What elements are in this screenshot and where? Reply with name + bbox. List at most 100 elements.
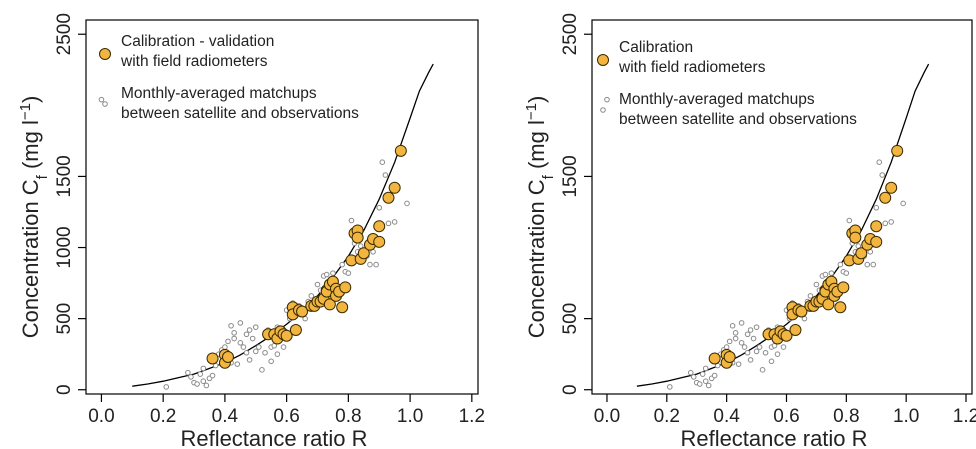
matchup-point [200, 365, 207, 372]
matchup-point [747, 357, 754, 363]
chart-panel-right: 0.0 0.2 0.4 0.6 0.8 1.0 1.2 0 500 1500 2500 Reflect… [523, 13, 976, 449]
matchup-point [882, 220, 889, 227]
matchup-point [879, 172, 886, 178]
y-tick-label: 2500 [54, 13, 75, 55]
matchup-point [807, 293, 814, 299]
matchup-point [705, 382, 712, 389]
plot-frame [85, 19, 479, 395]
x-tick-label: 1.0 [397, 406, 423, 427]
matchup-point [308, 293, 315, 299]
matchup-point [330, 270, 336, 276]
legend-matchup-line1: Monthly-averaged matchups [619, 91, 815, 108]
matchup-point [404, 200, 410, 207]
matchup-point [323, 271, 330, 278]
matchup-point [225, 338, 231, 345]
matchup-point [690, 374, 697, 380]
legend: Calibration - validation with field radio… [99, 33, 359, 122]
calibration-point [855, 247, 868, 260]
matchup-point [228, 322, 234, 329]
matchup-point [813, 281, 820, 288]
x-tick-label: 0.0 [88, 406, 114, 427]
legend-calibration-line2: with field radiometers [618, 59, 766, 76]
x-tick-label: 0.8 [833, 406, 859, 427]
matchup-point [756, 344, 763, 350]
matchup-point [194, 381, 200, 387]
matchup-point [243, 331, 250, 338]
matchup-point [243, 349, 250, 356]
y-tick-label: 500 [560, 303, 581, 335]
matchup-point [373, 261, 379, 268]
matchup-point [231, 330, 237, 336]
calibration-point [708, 352, 721, 365]
matchup-point [753, 348, 760, 355]
plot-frame [591, 19, 973, 395]
y-axis-title: Concentration Cf (mg l−1) [523, 96, 557, 339]
x-tick-label: 0.6 [273, 406, 299, 427]
matchup-point [726, 338, 733, 345]
legend-matchup-marker [600, 107, 606, 113]
matchup-point [780, 344, 787, 350]
matchup-point [385, 220, 392, 227]
legend-matchup-line2: between satellite and observations [619, 111, 857, 128]
matchup-point [222, 344, 228, 350]
matchup-point [666, 384, 673, 390]
matchup-point [759, 367, 766, 373]
matchup-point [723, 344, 730, 350]
matchup-point [274, 351, 281, 357]
matchup-point [604, 96, 610, 103]
matchup-point [732, 335, 739, 342]
calibration-point [323, 298, 336, 311]
matchup-point [750, 335, 757, 342]
matchup-point [391, 219, 398, 225]
matchup-point [259, 367, 265, 373]
matchup-point [237, 340, 244, 346]
matchup-point [231, 335, 237, 342]
matchup-point [382, 172, 389, 178]
matchup-point [339, 261, 345, 268]
chart-panel-left: 0.0 0.2 0.4 0.6 0.8 1.0 1.2 0 500 1000 1500 2500 Ref… [17, 13, 486, 449]
matchup-point [348, 217, 355, 224]
x-tick-label: 0.8 [335, 406, 361, 427]
matchup-point [873, 204, 880, 211]
calibration-point [723, 351, 736, 364]
matchup-point [744, 331, 751, 338]
matchup-point [732, 330, 739, 336]
matchup-point [262, 349, 268, 356]
legend-matchup-line2: between satellite and observations [121, 105, 359, 122]
matchup-point [197, 371, 204, 377]
matchup-point [735, 361, 742, 367]
matchup-point [744, 349, 751, 356]
calibration-point [394, 144, 407, 157]
matchup-point [345, 270, 352, 276]
matchup-point [268, 358, 274, 365]
calibration-point [357, 247, 370, 260]
x-tick-label: 1.2 [459, 406, 485, 427]
matchup-point [837, 261, 844, 268]
calibration-point [837, 281, 850, 294]
y-axis-title: Concentration Cf (mg l−1) [17, 96, 51, 339]
calibration-point [870, 220, 883, 233]
matchup-point [768, 358, 775, 365]
matchup-point [753, 324, 760, 330]
matchup-point [687, 369, 694, 376]
x-tick-label: 0.4 [713, 406, 740, 427]
matchup-point [741, 344, 748, 350]
legend-calibration-marker [99, 48, 111, 60]
matchup-point [234, 361, 241, 367]
matchup-point [252, 348, 259, 355]
matchup-point [314, 281, 321, 288]
legend-matchup-line1: Monthly-averaged matchups [121, 85, 317, 102]
calibration-point [296, 305, 309, 318]
calibration-point [373, 220, 386, 233]
calibration-point [280, 329, 293, 342]
matchup-point [711, 372, 718, 379]
matchup-point [237, 320, 244, 326]
matchup-point [240, 344, 247, 350]
matchup-point [379, 159, 386, 166]
matchup-point [900, 200, 906, 207]
matchup-point [702, 378, 709, 385]
matchup-point [252, 324, 259, 330]
calibration-point [822, 298, 835, 311]
matchup-point [200, 378, 207, 385]
